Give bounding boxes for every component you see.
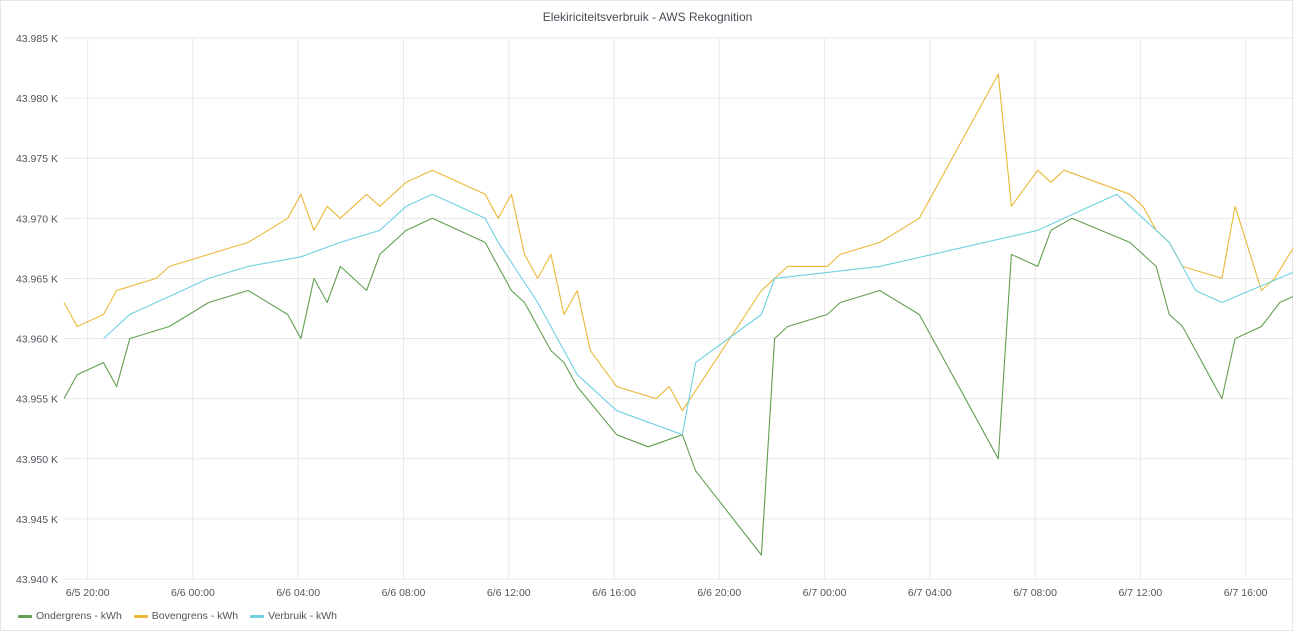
x-tick-label: 6/6 16:00 bbox=[592, 587, 636, 599]
legend-label-ondergrens: Ondergrens - kWh bbox=[36, 610, 122, 622]
legend-swatch-bovengrens bbox=[133, 614, 148, 618]
x-tick-label: 6/6 04:00 bbox=[276, 587, 320, 599]
legend-swatch-ondergrens bbox=[18, 614, 32, 618]
series-line-1 bbox=[63, 217, 1293, 556]
legend: Ondergrens - kWh Bovengrens - kWh Verbru… bbox=[18, 610, 337, 622]
legend-item-bovengrens[interactable]: Bovengrens - kWh bbox=[133, 610, 239, 622]
y-tick-label: 43.940 K bbox=[16, 574, 58, 586]
y-tick-label: 43.970 K bbox=[16, 213, 58, 225]
x-tick-label: 6/7 04:00 bbox=[908, 587, 952, 599]
x-tick-label: 6/6 08:00 bbox=[382, 587, 426, 599]
x-tick-label: 6/6 20:00 bbox=[697, 587, 741, 599]
y-tick-label: 43.980 K bbox=[16, 93, 58, 105]
y-tick-label: 43.950 K bbox=[16, 454, 58, 466]
x-tick-label: 6/7 08:00 bbox=[1013, 587, 1057, 599]
y-tick-label: 43.945 K bbox=[16, 514, 58, 526]
chart-title: Elekiriciteitsverbruik - AWS Rekognition bbox=[542, 10, 753, 24]
legend-item-verbruik[interactable]: Verbruik - kWh bbox=[250, 610, 337, 622]
x-tick-label: 6/5 20:00 bbox=[66, 587, 110, 599]
x-tick-label: 6/6 00:00 bbox=[171, 587, 215, 599]
y-tick-label: 43.985 K bbox=[16, 33, 58, 45]
legend-label-bovengrens: Bovengrens - kWh bbox=[151, 610, 239, 622]
series-line-2 bbox=[63, 73, 1293, 412]
legend-item-ondergrens[interactable]: Ondergrens - kWh bbox=[18, 610, 122, 622]
x-tick-label: 6/6 12:00 bbox=[487, 587, 531, 599]
legend-swatch-verbruik bbox=[250, 614, 265, 618]
y-tick-label: 43.955 K bbox=[16, 394, 58, 406]
x-tick-label: 6/7 00:00 bbox=[803, 587, 847, 599]
x-tick-label: 6/7 12:00 bbox=[1118, 587, 1162, 599]
series-line-3 bbox=[103, 193, 1293, 436]
y-tick-label: 43.960 K bbox=[16, 334, 58, 346]
x-tick-label: 6/7 16:00 bbox=[1224, 587, 1268, 599]
legend-label-verbruik: Verbruik - kWh bbox=[268, 610, 338, 622]
y-tick-label: 43.965 K bbox=[16, 273, 58, 285]
y-tick-label: 43.975 K bbox=[16, 153, 58, 165]
